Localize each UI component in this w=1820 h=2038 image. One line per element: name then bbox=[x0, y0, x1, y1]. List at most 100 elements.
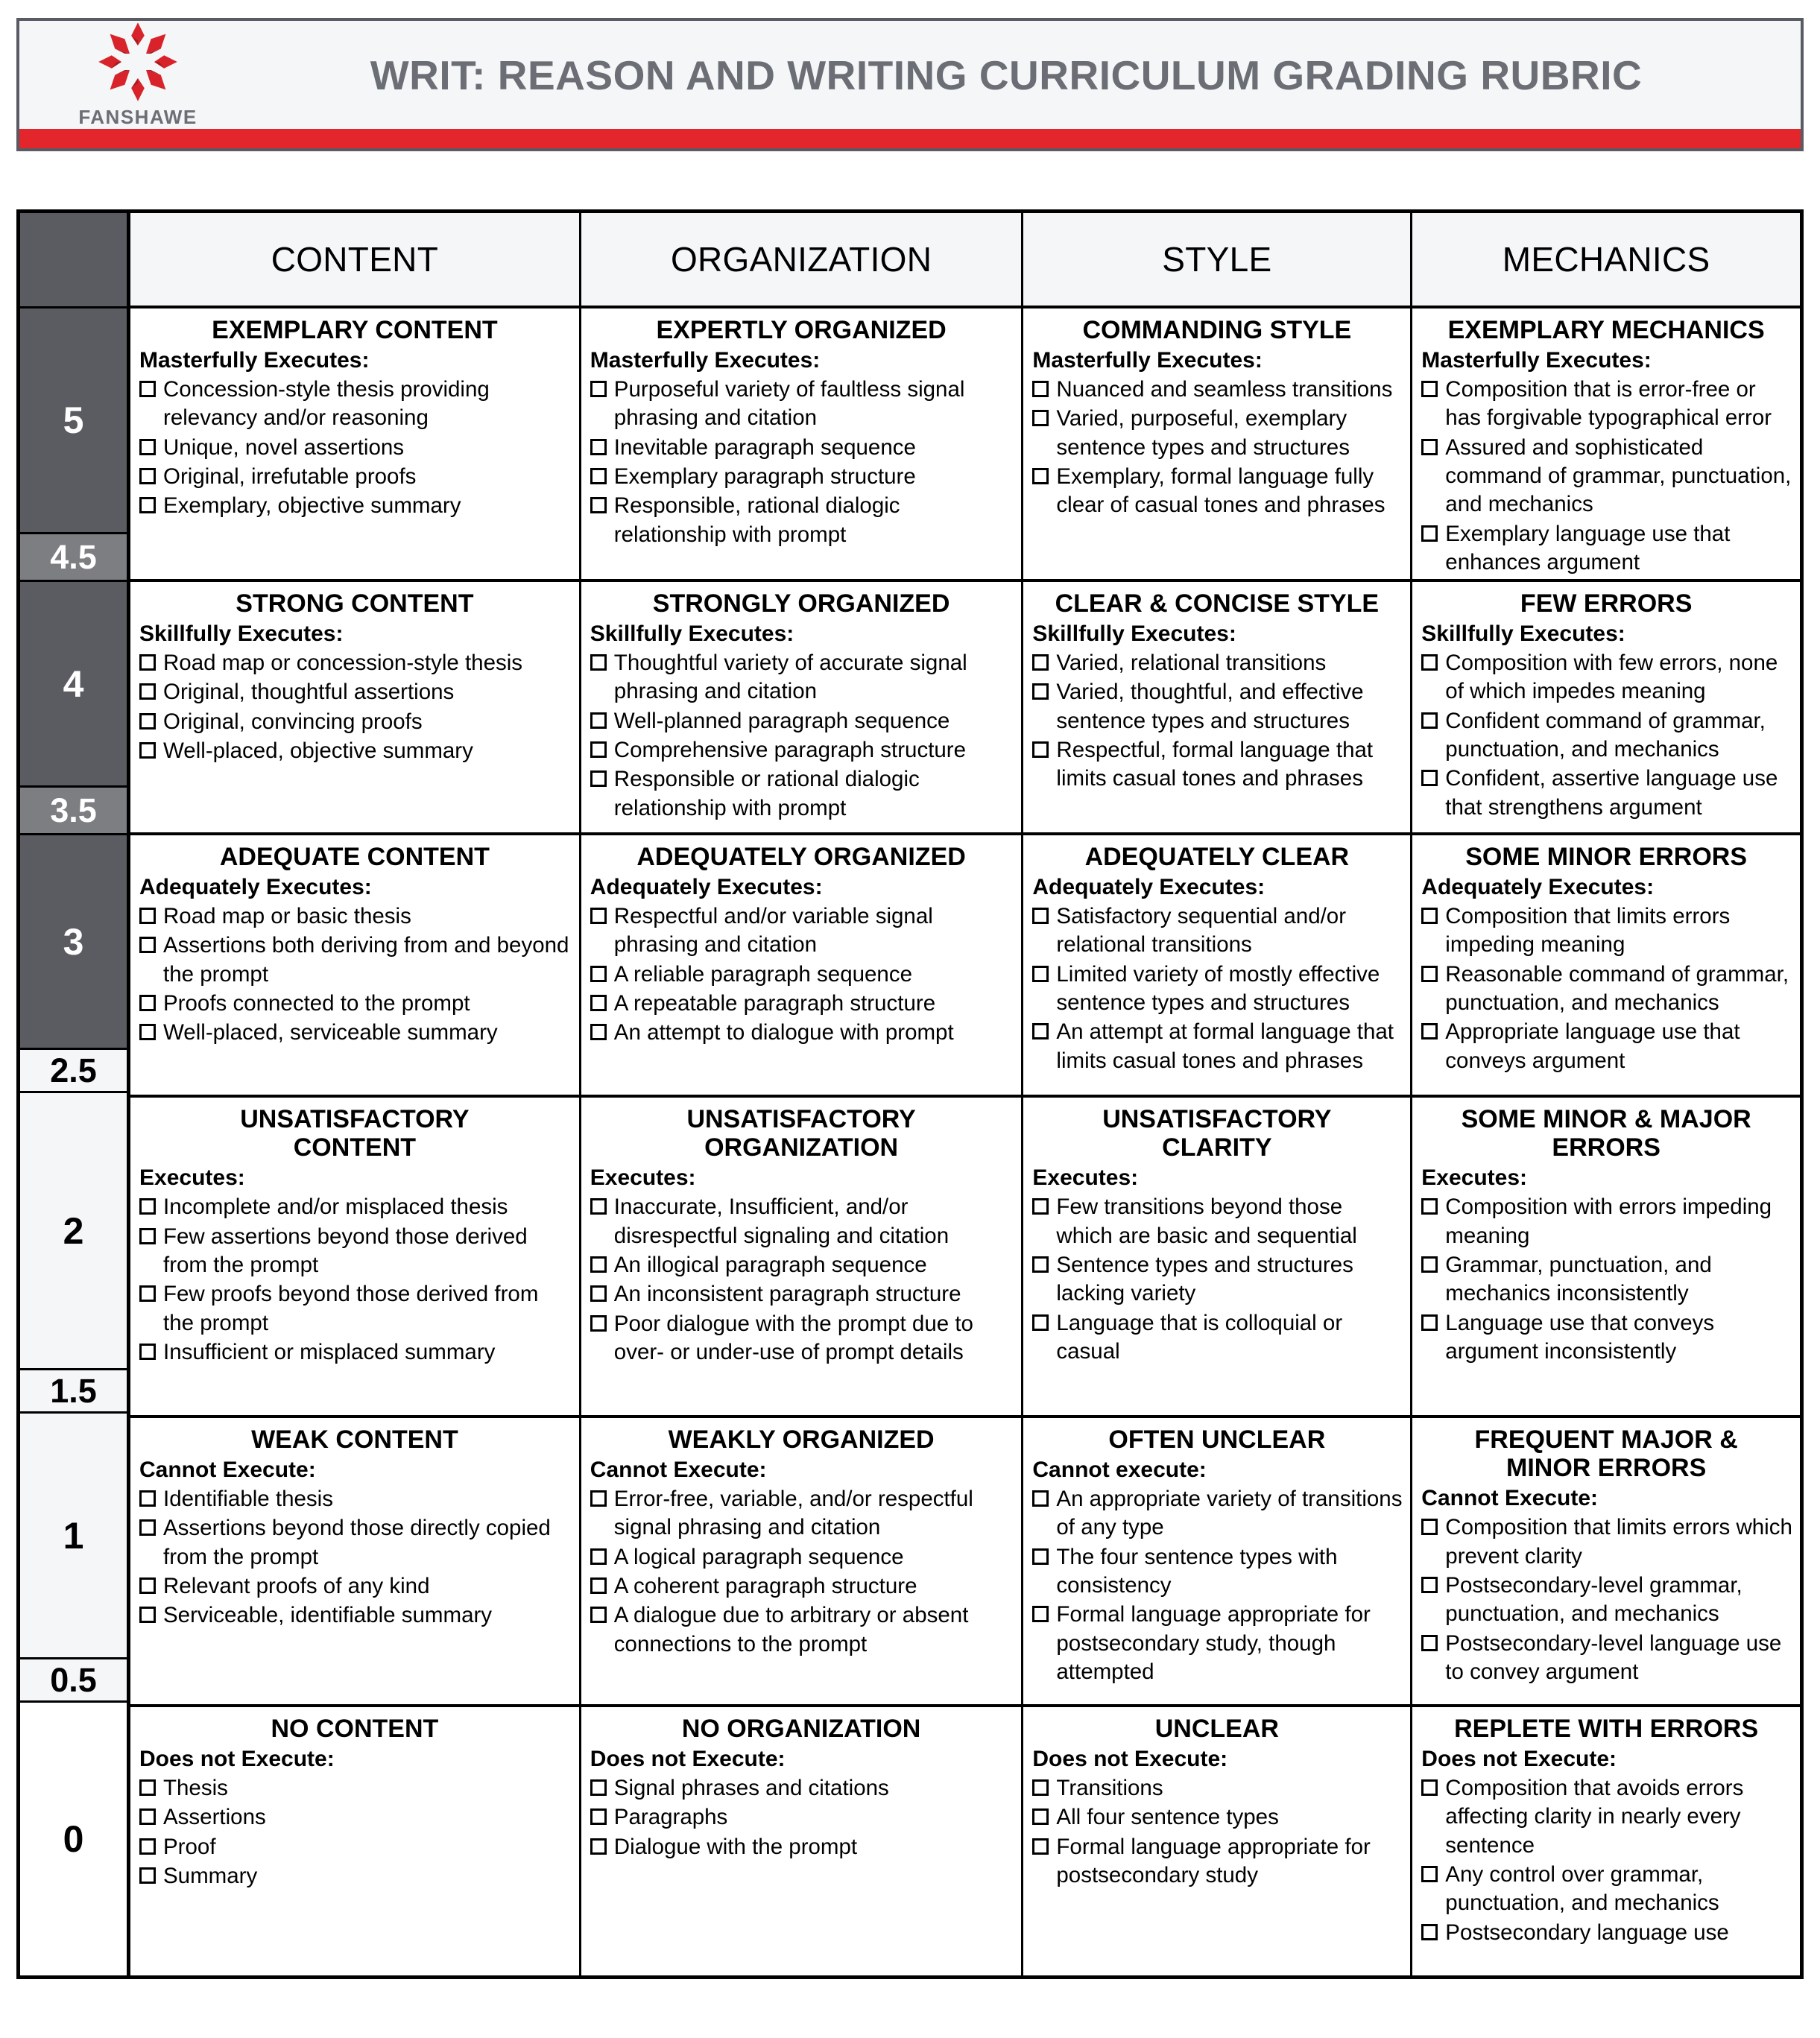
criteria-checklist-item[interactable]: Well-planned paragraph sequence bbox=[589, 707, 1014, 735]
checkbox-icon[interactable] bbox=[590, 438, 607, 455]
checkbox-icon[interactable] bbox=[590, 770, 607, 788]
checkbox-icon[interactable] bbox=[139, 1838, 156, 1855]
criteria-checklist-item[interactable]: Relevant proofs of any kind bbox=[138, 1572, 572, 1601]
criteria-checklist-item[interactable]: Few proofs beyond those derived from the… bbox=[138, 1280, 572, 1338]
checkbox-icon[interactable] bbox=[1421, 1519, 1438, 1536]
criteria-checklist-item[interactable]: Composition with errors impeding meaning bbox=[1420, 1193, 1792, 1250]
checkbox-icon[interactable] bbox=[139, 1024, 156, 1041]
criteria-checklist-item[interactable]: Transitions bbox=[1031, 1774, 1403, 1803]
criteria-checklist-item[interactable]: Respectful and/or variable signal phrasi… bbox=[589, 902, 1014, 960]
criteria-checklist-item[interactable]: An illogical paragraph sequence bbox=[589, 1251, 1014, 1279]
checkbox-icon[interactable] bbox=[590, 965, 607, 982]
criteria-checklist-item[interactable]: An attempt to dialogue with prompt bbox=[589, 1019, 1014, 1047]
checkbox-icon[interactable] bbox=[590, 1838, 607, 1855]
checkbox-icon[interactable] bbox=[1421, 1634, 1438, 1651]
criteria-checklist-item[interactable]: Respectful, formal language that limits … bbox=[1031, 736, 1403, 794]
criteria-checklist-item[interactable]: Exemplary language use that enhances arg… bbox=[1420, 520, 1792, 577]
criteria-checklist-item[interactable]: Formal language appropriate for postseco… bbox=[1031, 1601, 1403, 1686]
checkbox-icon[interactable] bbox=[139, 497, 156, 514]
criteria-checklist-item[interactable]: Varied, thoughtful, and effective senten… bbox=[1031, 678, 1403, 735]
checkbox-icon[interactable] bbox=[590, 381, 607, 398]
checkbox-icon[interactable] bbox=[1421, 712, 1438, 729]
criteria-checklist-item[interactable]: Unique, novel assertions bbox=[138, 434, 572, 462]
checkbox-icon[interactable] bbox=[590, 497, 607, 514]
checkbox-icon[interactable] bbox=[139, 438, 156, 455]
checkbox-icon[interactable] bbox=[590, 908, 607, 925]
criteria-checklist-item[interactable]: Proofs connected to the prompt bbox=[138, 990, 572, 1018]
checkbox-icon[interactable] bbox=[590, 712, 607, 729]
criteria-checklist-item[interactable]: Any control over grammar, punctuation, a… bbox=[1420, 1861, 1792, 1918]
criteria-checklist-item[interactable]: Serviceable, identifiable summary bbox=[138, 1601, 572, 1630]
criteria-checklist-item[interactable]: Exemplary, objective summary bbox=[138, 492, 572, 520]
criteria-checklist-item[interactable]: Inaccurate, Insufficient, and/or disresp… bbox=[589, 1193, 1014, 1250]
checkbox-icon[interactable] bbox=[1032, 1198, 1049, 1215]
criteria-checklist-item[interactable]: All four sentence types bbox=[1031, 1803, 1403, 1832]
criteria-checklist-item[interactable]: The four sentence types with consistency bbox=[1031, 1543, 1403, 1601]
checkbox-icon[interactable] bbox=[590, 1024, 607, 1041]
checkbox-icon[interactable] bbox=[1032, 654, 1049, 671]
checkbox-icon[interactable] bbox=[139, 995, 156, 1012]
criteria-checklist-item[interactable]: Composition that limits errors impeding … bbox=[1420, 902, 1792, 960]
criteria-checklist-item[interactable]: Grammar, punctuation, and mechanics inco… bbox=[1420, 1251, 1792, 1308]
checkbox-icon[interactable] bbox=[1032, 1808, 1049, 1826]
checkbox-icon[interactable] bbox=[1032, 741, 1049, 759]
checkbox-icon[interactable] bbox=[139, 712, 156, 730]
criteria-checklist-item[interactable]: Proof bbox=[138, 1833, 572, 1861]
criteria-checklist-item[interactable]: Thesis bbox=[138, 1774, 572, 1803]
checkbox-icon[interactable] bbox=[590, 741, 607, 759]
criteria-checklist-item[interactable]: Concession-style thesis providing releva… bbox=[138, 376, 572, 433]
checkbox-icon[interactable] bbox=[139, 742, 156, 759]
checkbox-icon[interactable] bbox=[590, 1256, 607, 1273]
criteria-checklist-item[interactable]: Assured and sophisticated command of gra… bbox=[1420, 434, 1792, 519]
criteria-checklist-item[interactable]: Well-placed, serviceable summary bbox=[138, 1019, 572, 1047]
checkbox-icon[interactable] bbox=[1032, 1023, 1049, 1040]
criteria-checklist-item[interactable]: Exemplary paragraph structure bbox=[589, 463, 1014, 491]
criteria-checklist-item[interactable]: Exemplary, formal language fully clear o… bbox=[1031, 463, 1403, 520]
criteria-checklist-item[interactable]: Varied, relational transitions bbox=[1031, 649, 1403, 677]
criteria-checklist-item[interactable]: Language use that conveys argument incon… bbox=[1420, 1309, 1792, 1367]
criteria-checklist-item[interactable]: Postsecondary-level grammar, punctuation… bbox=[1420, 1572, 1792, 1629]
criteria-checklist-item[interactable]: Original, thoughtful assertions bbox=[138, 678, 572, 706]
criteria-checklist-item[interactable]: Appropriate language use that conveys ar… bbox=[1420, 1018, 1792, 1075]
checkbox-icon[interactable] bbox=[1421, 438, 1438, 455]
criteria-checklist-item[interactable]: A dialogue due to arbitrary or absent co… bbox=[589, 1601, 1014, 1659]
checkbox-icon[interactable] bbox=[139, 1808, 156, 1826]
checkbox-icon[interactable] bbox=[1421, 1256, 1438, 1273]
criteria-checklist-item[interactable]: Sentence types and structures lacking va… bbox=[1031, 1251, 1403, 1308]
criteria-checklist-item[interactable]: An appropriate variety of transitions of… bbox=[1031, 1485, 1403, 1542]
criteria-checklist-item[interactable]: Satisfactory sequential and/or relationa… bbox=[1031, 902, 1403, 960]
checkbox-icon[interactable] bbox=[590, 1314, 607, 1332]
checkbox-icon[interactable] bbox=[590, 1548, 607, 1565]
checkbox-icon[interactable] bbox=[1032, 1779, 1049, 1797]
criteria-checklist-item[interactable]: Original, convincing proofs bbox=[138, 708, 572, 736]
checkbox-icon[interactable] bbox=[1032, 1548, 1049, 1565]
criteria-checklist-item[interactable]: Responsible, rational dialogic relations… bbox=[589, 492, 1014, 549]
checkbox-icon[interactable] bbox=[1421, 965, 1438, 982]
criteria-checklist-item[interactable]: A coherent paragraph structure bbox=[589, 1572, 1014, 1601]
checkbox-icon[interactable] bbox=[139, 468, 156, 485]
checkbox-icon[interactable] bbox=[590, 468, 607, 485]
criteria-checklist-item[interactable]: Varied, purposeful, exemplary sentence t… bbox=[1031, 405, 1403, 462]
checkbox-icon[interactable] bbox=[1421, 1023, 1438, 1040]
criteria-checklist-item[interactable]: Composition that is error-free or has fo… bbox=[1420, 376, 1792, 433]
checkbox-icon[interactable] bbox=[139, 1779, 156, 1797]
checkbox-icon[interactable] bbox=[139, 1577, 156, 1595]
checkbox-icon[interactable] bbox=[139, 1285, 156, 1303]
checkbox-icon[interactable] bbox=[139, 1343, 156, 1360]
checkbox-icon[interactable] bbox=[590, 1779, 607, 1797]
checkbox-icon[interactable] bbox=[1421, 381, 1438, 398]
criteria-checklist-item[interactable]: Composition that limits errors which pre… bbox=[1420, 1513, 1792, 1571]
criteria-checklist-item[interactable]: Reasonable command of grammar, punctuati… bbox=[1420, 961, 1792, 1018]
checkbox-icon[interactable] bbox=[1032, 1838, 1049, 1855]
checkbox-icon[interactable] bbox=[1421, 654, 1438, 671]
checkbox-icon[interactable] bbox=[139, 1607, 156, 1624]
criteria-checklist-item[interactable]: Paragraphs bbox=[589, 1803, 1014, 1832]
checkbox-icon[interactable] bbox=[1032, 1490, 1049, 1507]
checkbox-icon[interactable] bbox=[139, 1519, 156, 1537]
checkbox-icon[interactable] bbox=[1421, 1866, 1438, 1883]
criteria-checklist-item[interactable]: Formal language appropriate for postseco… bbox=[1031, 1833, 1403, 1890]
checkbox-icon[interactable] bbox=[139, 654, 156, 671]
checkbox-icon[interactable] bbox=[590, 1577, 607, 1595]
criteria-checklist-item[interactable]: Purposeful variety of faultless signal p… bbox=[589, 376, 1014, 433]
checkbox-icon[interactable] bbox=[139, 1867, 156, 1884]
